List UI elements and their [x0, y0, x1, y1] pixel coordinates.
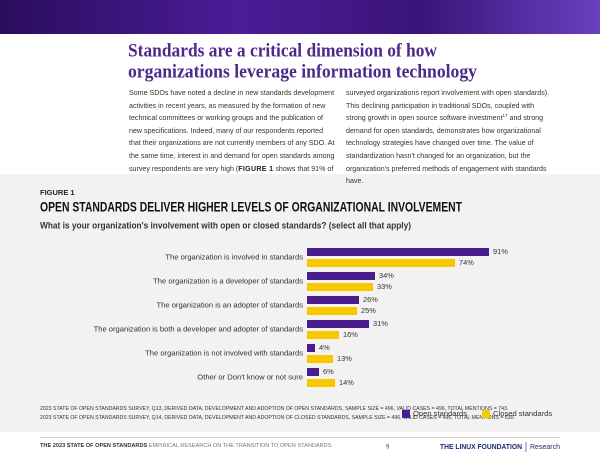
category-label: The organization is a developer of stand…: [153, 277, 303, 286]
value-label: 13%: [337, 354, 352, 363]
legend-label: Closed standards: [493, 409, 552, 418]
bar: [307, 248, 489, 256]
heading-line: organizations leverage information techn…: [128, 61, 477, 82]
value-label: 91%: [493, 247, 508, 256]
bar: [307, 307, 357, 315]
logo: THE LINUX FOUNDATION: [440, 444, 522, 451]
value-label: 25%: [361, 306, 376, 315]
category-label: The organization is an adopter of standa…: [157, 301, 304, 310]
bar: [307, 368, 319, 376]
footer-rule: [40, 437, 560, 438]
bar: [307, 355, 333, 363]
bar: [307, 331, 339, 339]
bar: [307, 296, 359, 304]
body-column: Some SDOs have noted a decline in new st…: [129, 87, 336, 175]
note: 2023 STATE OF OPEN STANDARDS SURVEY, Q13…: [40, 406, 509, 412]
value-label: 74%: [459, 258, 474, 267]
bar: [307, 379, 335, 387]
notes: 2023 STATE OF OPEN STANDARDS SURVEY, Q13…: [40, 405, 515, 423]
bar: [307, 259, 455, 267]
footnote-ref: 17: [502, 113, 508, 119]
value-label: 34%: [379, 271, 394, 280]
footer: THE 2023 STATE OF OPEN STANDARDS EMPIRIC…: [40, 443, 331, 449]
page-number: 9: [386, 445, 390, 451]
figure-label: FIGURE 1: [40, 188, 75, 197]
footer-subtitle: EMPIRICAL RESEARCH ON THE TRANSITION TO …: [147, 443, 332, 449]
body-column: surveyed organizations report involvemen…: [346, 87, 553, 188]
category-label: The organization is both a developer and…: [94, 325, 304, 334]
value-label: 31%: [373, 319, 388, 328]
body-text: Some SDOs have noted a decline in new st…: [129, 89, 335, 173]
figure-subtitle: What is your organization's involvement …: [40, 221, 411, 232]
body-text: and strong demand for open standards, de…: [346, 114, 547, 186]
bar: [307, 320, 369, 328]
figure-ref: FIGURE 1: [238, 164, 274, 173]
bar: [307, 272, 375, 280]
value-label: 33%: [377, 282, 392, 291]
legend-swatch: [402, 410, 410, 418]
banner: [0, 0, 600, 34]
body-text: shows that 91% of: [273, 164, 334, 173]
category-label: Other or Don't know or not sure: [197, 373, 303, 382]
value-label: 26%: [363, 295, 378, 304]
figure-background: [0, 174, 600, 432]
figure-title: OPEN STANDARDS DELIVER HIGHER LEVELS OF …: [40, 199, 462, 215]
value-label: 6%: [323, 367, 334, 376]
bar: [307, 344, 315, 352]
category-label: The organization is involved in standard…: [165, 253, 303, 262]
legend-label: Open standards: [413, 409, 467, 418]
value-label: 14%: [339, 378, 354, 387]
category-label: The organization is not involved with st…: [145, 349, 303, 358]
bar: [307, 283, 373, 291]
heading-line: Standards are a critical dimension of ho…: [128, 40, 437, 61]
logo-sub: Research: [530, 444, 560, 451]
note: 2023 STATE OF OPEN STANDARDS SURVEY, Q14…: [40, 415, 515, 421]
footer-report: THE 2023 STATE OF OPEN STANDARDS: [40, 443, 148, 449]
legend-swatch: [482, 410, 491, 418]
value-label: 16%: [343, 330, 358, 339]
body-text: surveyed organizations report involvemen…: [346, 89, 550, 123]
value-label: 4%: [319, 343, 330, 352]
